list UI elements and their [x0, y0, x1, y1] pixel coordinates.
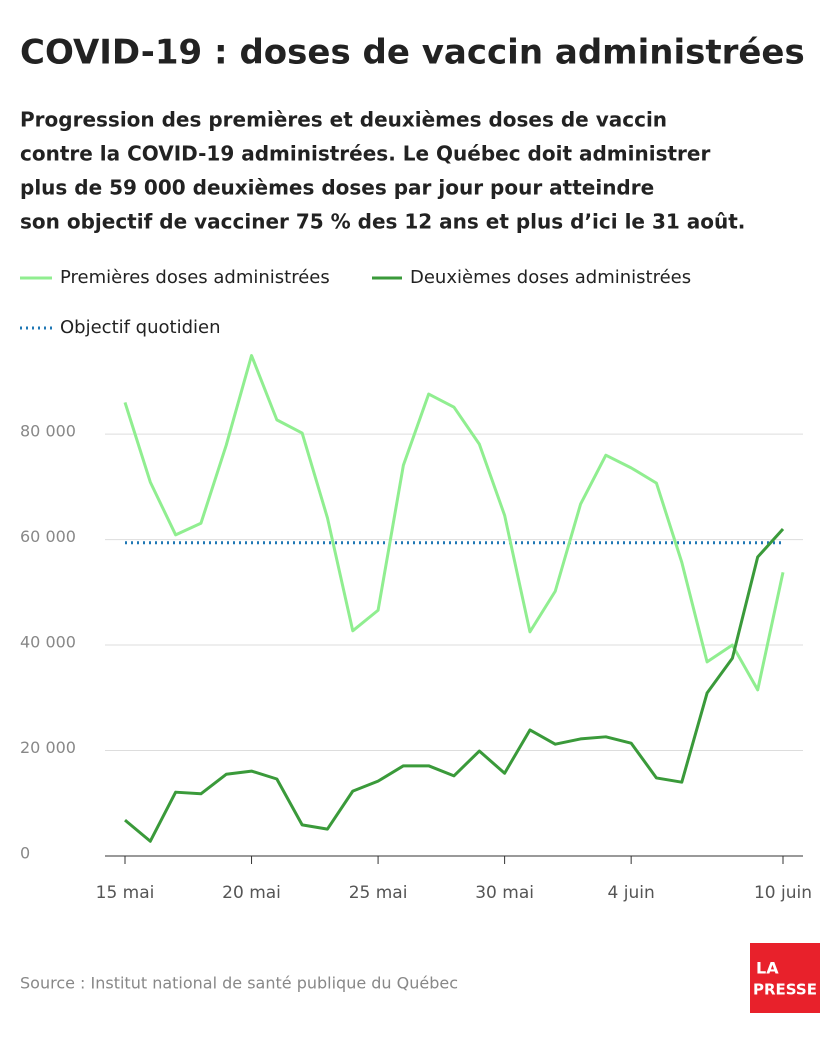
- y-tick-label: 0: [20, 844, 30, 863]
- x-tick-label: 4 juin: [608, 883, 655, 903]
- logo: [750, 943, 820, 1013]
- series-line: [123, 354, 785, 692]
- subtitle: Progression des premières et deuxièmes d…: [20, 108, 667, 132]
- x-tick-label: 25 mai: [349, 883, 408, 903]
- legend-label: Premières doses administrées: [60, 267, 330, 288]
- x-tick-label: 15 mai: [96, 883, 155, 903]
- series-line: [124, 528, 785, 843]
- subtitle: son objectif de vacciner 75 % des 12 ans…: [20, 210, 745, 234]
- x-tick-label: 20 mai: [222, 883, 281, 903]
- legend-label: Deuxièmes doses administrées: [410, 267, 691, 288]
- legend-label: Objectif quotidien: [60, 317, 221, 338]
- x-tick-label: 10 juin: [754, 883, 812, 903]
- x-tick-label: 30 mai: [475, 883, 534, 903]
- source: Source : Institut national de santé publ…: [20, 974, 458, 993]
- chart-title: COVID-19 : doses de vaccin administrées: [20, 33, 805, 73]
- y-tick-label: 80 000: [20, 422, 76, 441]
- subtitle: plus de 59 000 deuxièmes doses par jour …: [20, 176, 654, 200]
- logo-text: PRESSE: [753, 981, 817, 999]
- y-tick-label: 60 000: [20, 527, 76, 546]
- y-tick-label: 40 000: [20, 633, 76, 652]
- subtitle: contre la COVID-19 administrées. Le Québ…: [20, 142, 710, 166]
- logo-text: LA: [756, 959, 779, 978]
- y-tick-label: 20 000: [20, 738, 76, 757]
